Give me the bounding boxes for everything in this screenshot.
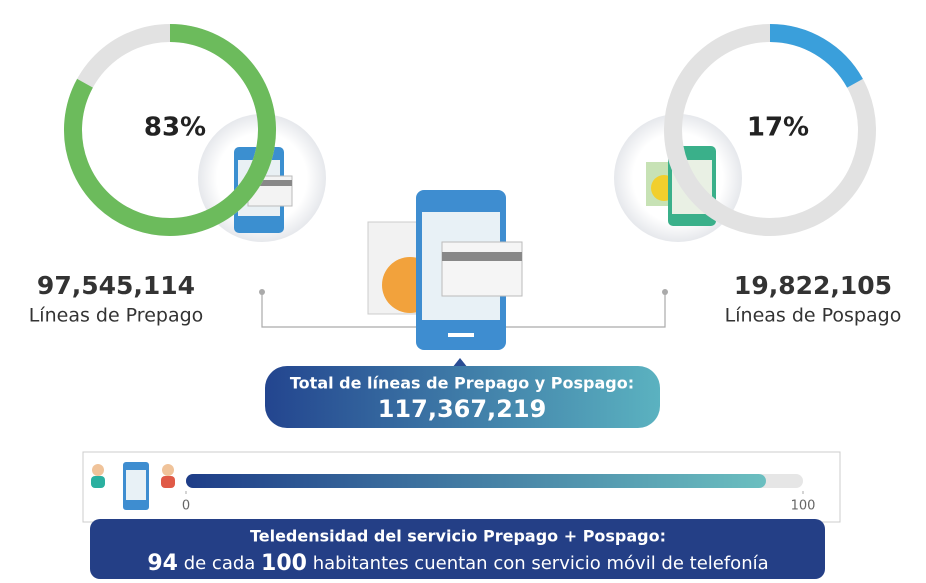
total-label: Total de líneas de Prepago y Pospago:: [290, 374, 634, 393]
gauge-percent: 83%: [144, 113, 206, 143]
text-middle: de cada: [184, 553, 256, 574]
teledensity-base: 100: [261, 551, 307, 576]
total-count: 117,367,219: [378, 395, 547, 423]
gauge-count: 97,545,114: [37, 271, 195, 300]
gauge-name: Líneas de Prepago: [29, 305, 204, 327]
teledensity-sentence: 94 de cada 100 habitantes cuentan con se…: [147, 551, 768, 576]
teledensity-bar: [186, 474, 766, 488]
dot: [662, 289, 668, 295]
gauge-arc: [769, 24, 863, 88]
dot: [259, 289, 265, 295]
x-tick-label: 100: [791, 499, 816, 514]
teledensity-title: Teledensidad del servicio Prepago + Posp…: [250, 527, 666, 546]
gauge-arc: [64, 24, 276, 236]
x-tick-label: 0: [182, 499, 190, 514]
text-end: habitantes cuentan con servicio móvil de…: [313, 553, 769, 574]
icon-center: [367, 190, 523, 350]
total-banner: [265, 358, 660, 428]
people-icon: [91, 462, 175, 510]
gauge-percent: 17%: [747, 113, 809, 143]
gauge-count: 19,822,105: [734, 271, 892, 300]
gauge-name: Líneas de Pospago: [725, 305, 902, 327]
teledensity-value: 94: [147, 551, 178, 576]
teledensity-banner: [90, 519, 825, 579]
